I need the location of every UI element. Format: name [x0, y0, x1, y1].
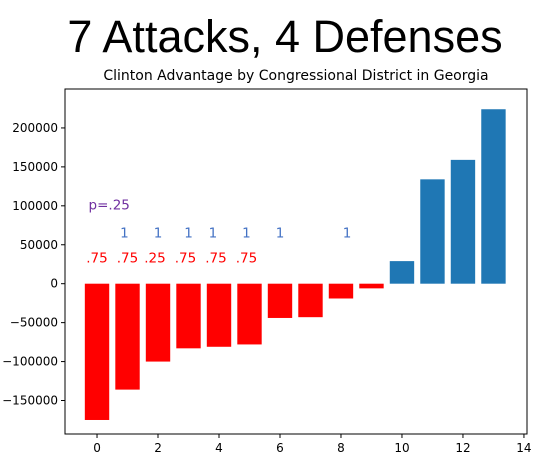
annotation-label: 1 — [154, 226, 163, 242]
bar-7 — [298, 283, 323, 318]
annotation-label: 1 — [184, 226, 193, 242]
annotations-group: .75.75.25.75.75.751 1 1 1 1 1 1p=.25 — [86, 198, 351, 267]
annotation-label: 1 — [276, 226, 285, 242]
bar-5 — [237, 283, 262, 345]
y-tick-label: 100000 — [12, 199, 58, 213]
annotation-label: .75 — [205, 251, 226, 267]
x-tick-label: 6 — [276, 441, 284, 455]
bars-group — [84, 109, 506, 420]
y-tick-label: −100000 — [2, 355, 58, 369]
bar-3 — [176, 283, 201, 349]
x-tick-label: 12 — [455, 441, 470, 455]
annotation-label: .75 — [175, 251, 196, 267]
annotation-label: 1 — [120, 226, 129, 242]
bar-6 — [267, 283, 293, 318]
x-tick-label: 4 — [215, 441, 223, 455]
annotation-label: .75 — [117, 251, 138, 267]
bar-12 — [450, 159, 476, 284]
y-tick-label: 50000 — [20, 238, 58, 252]
annotation-label: .75 — [236, 251, 257, 267]
annotation-label: 1 — [242, 226, 251, 242]
annotation-label: .75 — [86, 251, 107, 267]
x-tick-label: 8 — [337, 441, 345, 455]
x-tick-label: 0 — [93, 441, 101, 455]
plot-frame — [64, 88, 528, 435]
x-tick-label: 2 — [154, 441, 162, 455]
bar-9 — [359, 283, 384, 289]
chart-title: Clinton Advantage by Congressional Distr… — [103, 68, 488, 84]
bar-8 — [328, 283, 354, 299]
annotation-label: .25 — [144, 251, 165, 267]
bar-1 — [115, 283, 140, 390]
annotation-label: p=.25 — [89, 198, 130, 214]
x-tick-label: 14 — [516, 441, 531, 455]
bar-13 — [481, 109, 506, 284]
bar-0 — [84, 283, 110, 420]
y-tick-label: −50000 — [10, 316, 58, 330]
y-tick-label: 200000 — [12, 121, 58, 135]
slide-title: 7 Attacks, 4 Defenses — [67, 11, 503, 62]
y-axis: −150000 −100000 −50000 0 50000 100000 150000 20… — [2, 121, 65, 408]
bar-11 — [420, 179, 445, 284]
y-tick-label: 150000 — [12, 160, 58, 174]
annotation-label: 1 — [209, 226, 218, 242]
x-axis: 0 2 4 6 8 10 12 14 — [93, 434, 532, 455]
annotation-label: 1 — [343, 226, 352, 242]
y-tick-label: −150000 — [2, 394, 58, 408]
bar-10 — [389, 261, 415, 284]
y-tick-label: 0 — [50, 277, 58, 291]
bar-4 — [206, 283, 232, 347]
bar-2 — [145, 283, 171, 362]
x-tick-label: 10 — [394, 441, 409, 455]
